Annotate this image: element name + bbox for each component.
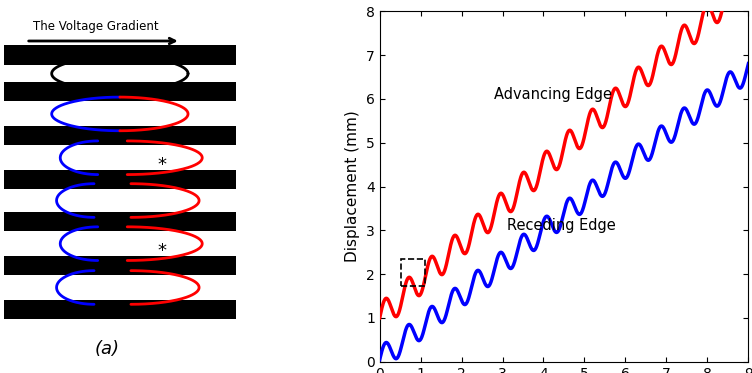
Bar [4, 82, 236, 101]
Bar [4, 126, 236, 145]
Bar [4, 170, 236, 189]
Text: *: * [158, 242, 167, 260]
Text: The Voltage Gradient: The Voltage Gradient [33, 20, 159, 33]
Bar [4, 300, 236, 319]
Text: Advancing Edge: Advancing Edge [494, 87, 612, 102]
Text: Receding Edge: Receding Edge [507, 219, 615, 233]
Text: *: * [158, 156, 167, 175]
Bar [4, 46, 236, 65]
Y-axis label: Displacement (mm): Displacement (mm) [345, 111, 360, 262]
Bar [401, 259, 425, 286]
Text: (a): (a) [95, 340, 120, 358]
Bar [4, 256, 236, 275]
Bar [4, 212, 236, 231]
